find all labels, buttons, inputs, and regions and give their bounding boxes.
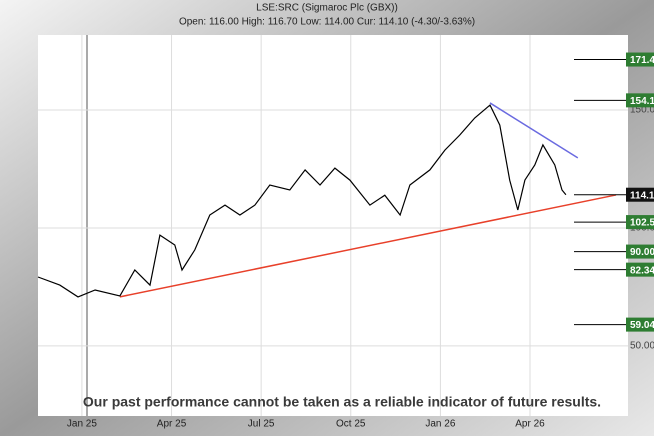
disclaimer: Our past performance cannot be taken as … bbox=[83, 394, 601, 410]
level-label: 154.1 bbox=[630, 96, 654, 107]
level-box bbox=[626, 93, 654, 108]
level-label: 82.34 bbox=[630, 265, 654, 276]
level-label: 102.5 bbox=[630, 218, 654, 229]
x-tick-label: Apr 26 bbox=[515, 419, 545, 430]
x-tick-label: Jan 26 bbox=[425, 419, 455, 430]
trend-line bbox=[119, 194, 617, 298]
plot-area bbox=[38, 35, 628, 416]
x-tick-label: Jul 25 bbox=[248, 419, 275, 430]
level-label: 59.04 bbox=[630, 320, 654, 331]
level-label: 171.4 bbox=[630, 55, 654, 66]
x-tick-label: Apr 25 bbox=[157, 419, 187, 430]
y-tick-label: 50.00 bbox=[630, 341, 654, 352]
y-tick-label: 150.0 bbox=[630, 105, 654, 116]
level-box bbox=[626, 215, 654, 230]
chart-subtitle: Open: 116.00 High: 116.70 Low: 114.00 Cu… bbox=[179, 17, 475, 28]
level-box bbox=[626, 187, 654, 202]
level-box bbox=[626, 262, 654, 277]
level-label: 114.1 bbox=[630, 190, 654, 201]
level-box bbox=[626, 317, 654, 332]
level-box bbox=[626, 244, 654, 259]
level-label: 90.00 bbox=[630, 247, 654, 258]
chart-title: LSE:SRC (Sigmaroc Plc (GBX)) bbox=[256, 3, 398, 14]
price-line bbox=[37, 104, 567, 298]
x-tick-label: Jan 25 bbox=[67, 419, 97, 430]
level-box bbox=[626, 52, 654, 67]
x-tick-label: Oct 25 bbox=[336, 419, 366, 430]
trend-line bbox=[489, 102, 579, 159]
